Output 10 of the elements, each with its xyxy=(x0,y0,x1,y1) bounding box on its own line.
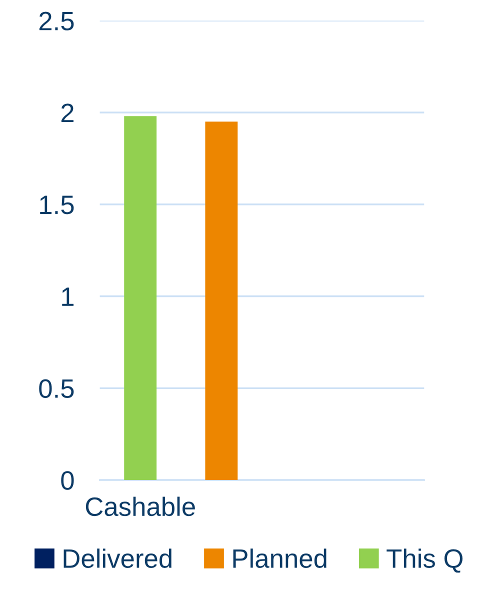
x-tick-label: Cashable xyxy=(86,496,195,516)
y-tick-label: 1 xyxy=(62,288,74,306)
legend-label: Delivered xyxy=(64,548,172,568)
legend-label: Planned xyxy=(233,548,326,568)
y-tick-label: 0 xyxy=(61,471,74,490)
legend-label: This Q xyxy=(386,548,462,573)
y-tick-label: 2 xyxy=(61,104,74,122)
y-tick-label: 2.5 xyxy=(39,12,74,30)
y-tick-label: 1.5 xyxy=(40,196,74,214)
y-tick-label: 0.5 xyxy=(39,379,74,398)
